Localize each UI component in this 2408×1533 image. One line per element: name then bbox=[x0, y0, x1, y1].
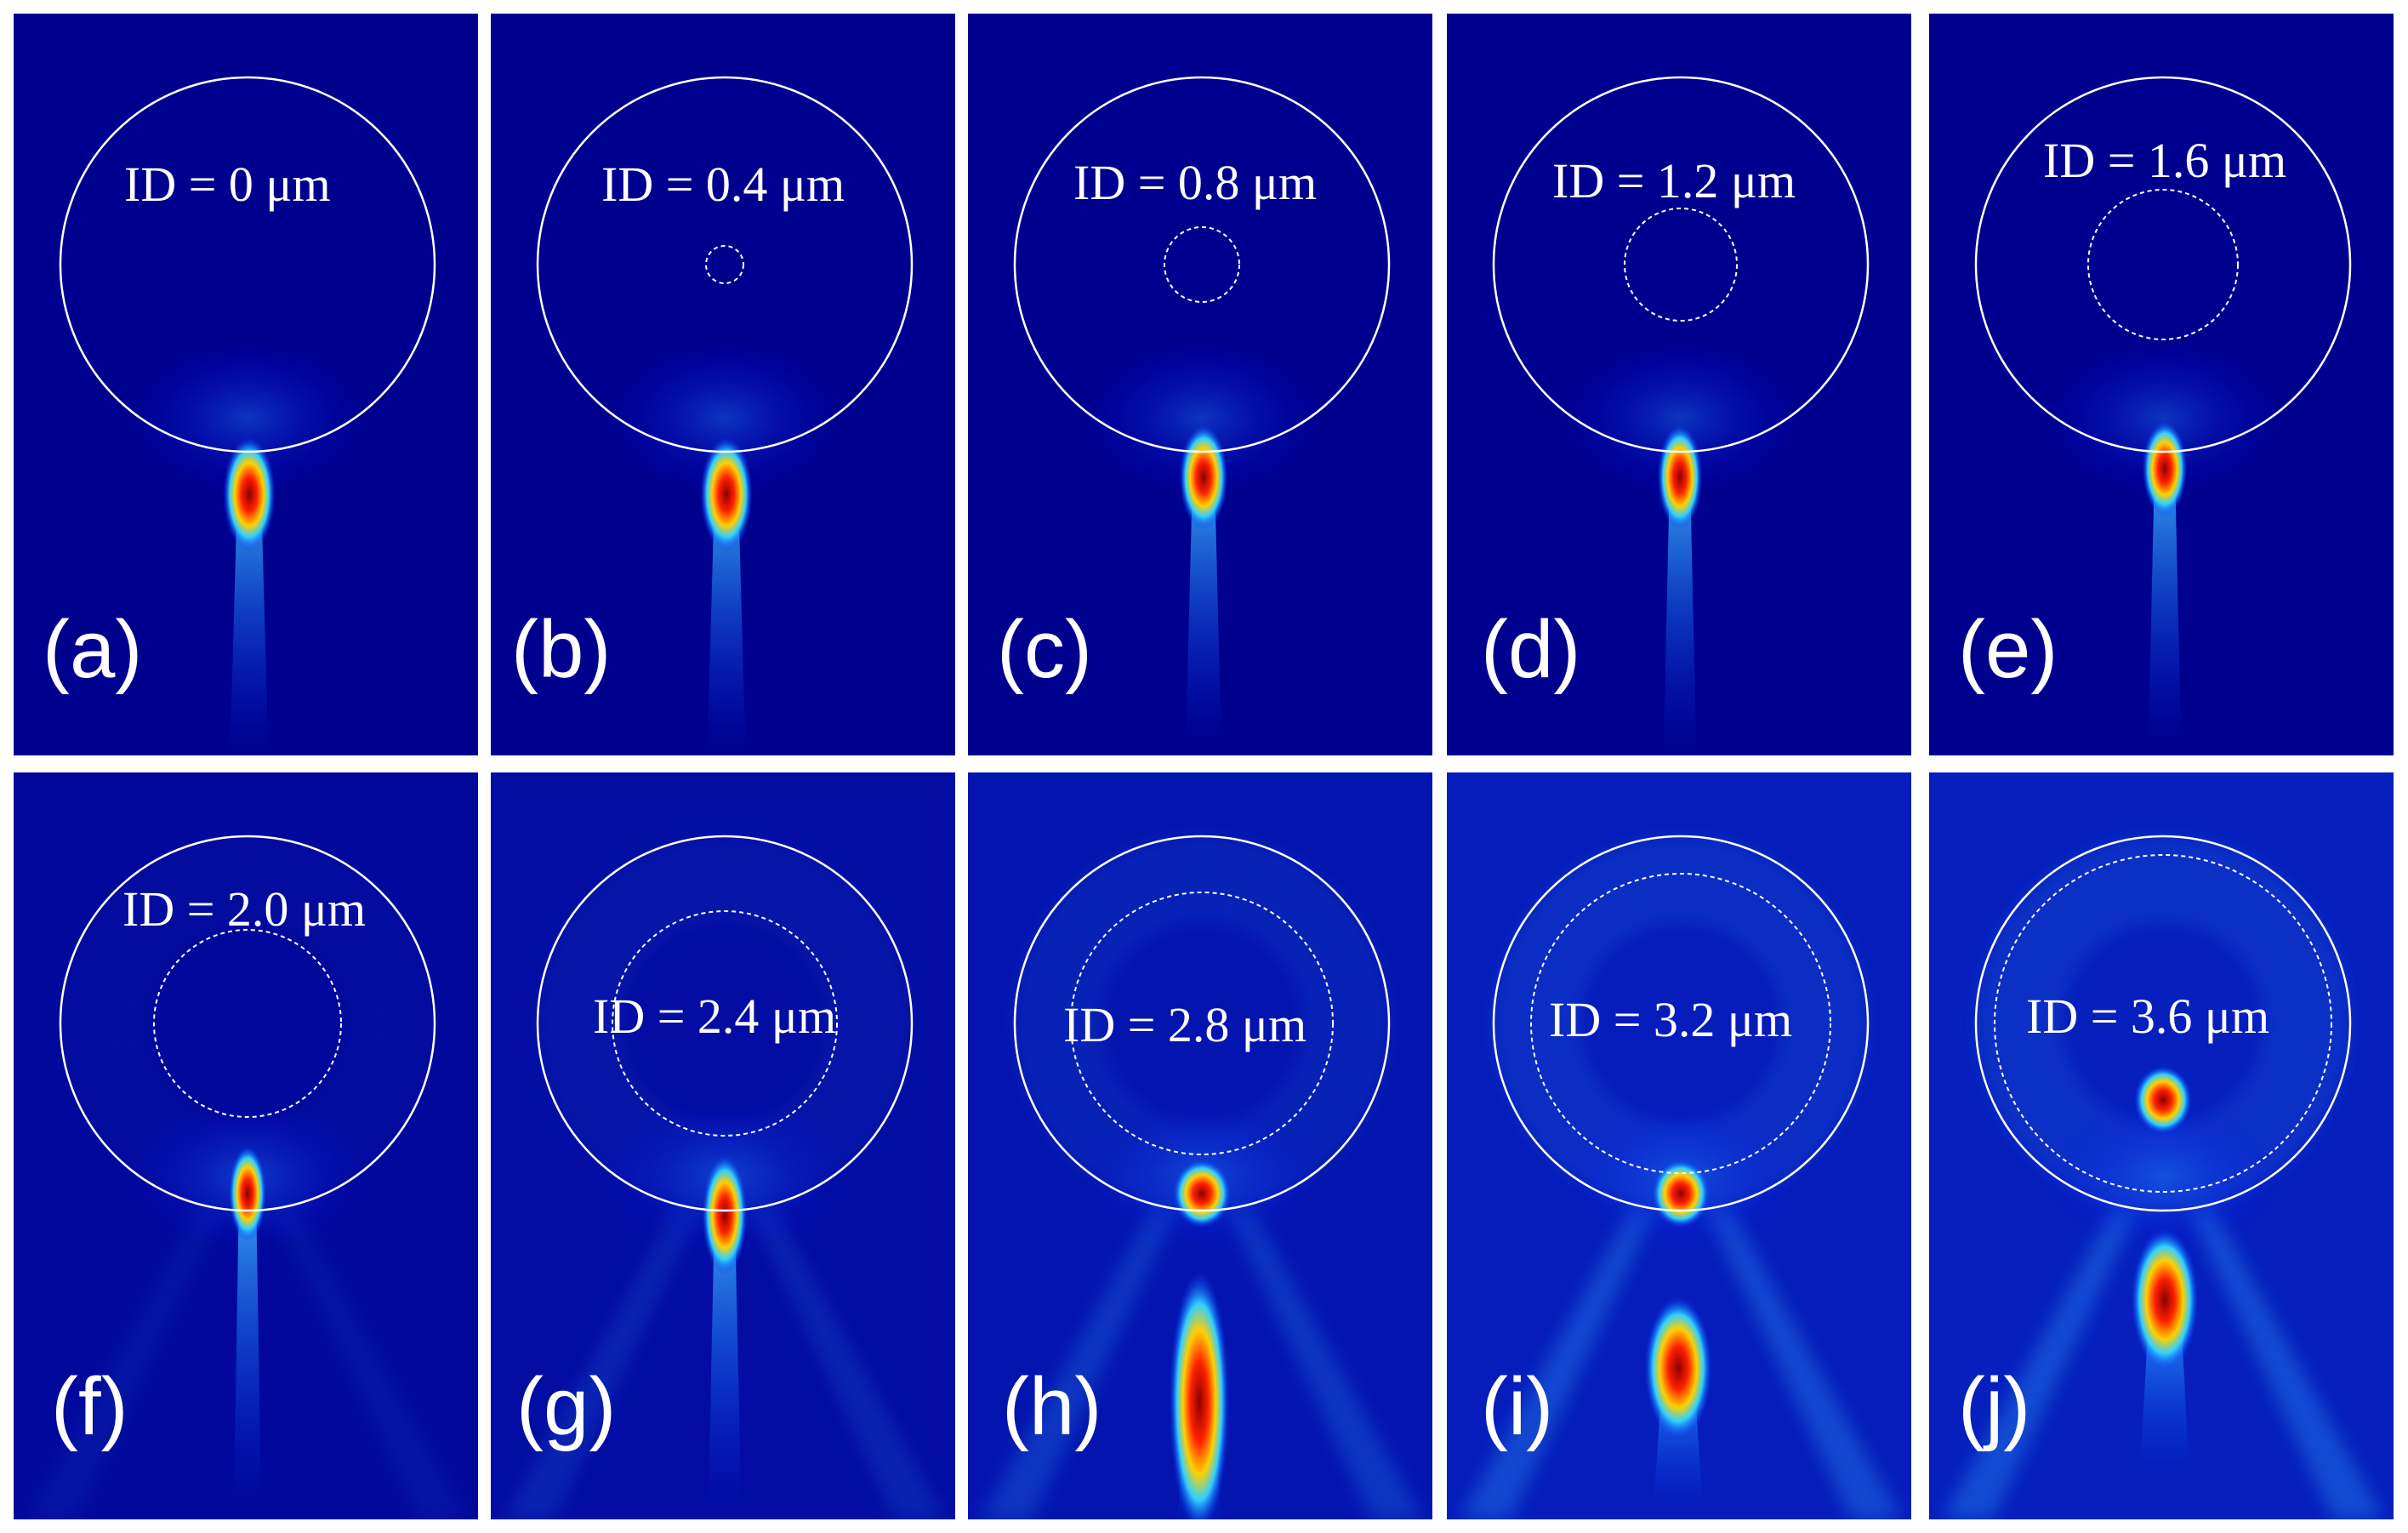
inner-boundary bbox=[2087, 189, 2239, 340]
panel-h: ID = 2.8 μm (h) bbox=[968, 772, 1432, 1519]
panel-letter-d: (d) bbox=[1481, 604, 1581, 695]
field-map-h bbox=[968, 772, 1432, 1519]
focal-spot bbox=[2131, 1228, 2199, 1371]
outer-boundary bbox=[536, 835, 914, 1212]
side-beam bbox=[750, 1211, 946, 1519]
near-field-glow bbox=[128, 341, 367, 494]
panel-e: ID = 1.6 μm (e) bbox=[1929, 14, 2394, 755]
near-field-glow bbox=[2044, 341, 2282, 494]
id-label-h: ID = 2.8 μm bbox=[1063, 997, 1307, 1052]
panel-i: ID = 3.2 μm (i) bbox=[1447, 772, 1911, 1519]
panel-a: ID = 0 μm (a) bbox=[14, 14, 478, 755]
inner-boundary bbox=[1994, 854, 2332, 1193]
side-beam bbox=[1460, 1211, 1655, 1519]
internal-hot-spot bbox=[1652, 1160, 1710, 1228]
outer-boundary bbox=[1492, 76, 1870, 453]
side-beam bbox=[1942, 1211, 2138, 1519]
focus-tail bbox=[230, 494, 269, 749]
panel-letter-a: (a) bbox=[43, 604, 143, 695]
near-field-glow bbox=[2044, 1100, 2282, 1253]
panel-letter-i: (i) bbox=[1481, 1361, 1554, 1452]
inner-boundary bbox=[705, 245, 744, 284]
outer-boundary bbox=[1974, 76, 2352, 453]
panel-c: ID = 0.8 μm (c) bbox=[968, 14, 1432, 755]
outer-boundary bbox=[59, 76, 436, 453]
inner-boundary bbox=[1070, 892, 1334, 1155]
panel-f: ID = 2.0 μm (f) bbox=[14, 772, 478, 1519]
inner-boundary bbox=[612, 910, 838, 1137]
side-beam bbox=[273, 1211, 469, 1519]
outer-boundary bbox=[536, 76, 914, 453]
id-label-e: ID = 1.6 μm bbox=[2043, 133, 2287, 188]
internal-hot-spot bbox=[1173, 1160, 1231, 1228]
field-map-e bbox=[1974, 76, 2352, 741]
focus-tail bbox=[2148, 469, 2182, 741]
focal-spot bbox=[1644, 1296, 1712, 1439]
panel-letter-f: (f) bbox=[51, 1361, 128, 1452]
inner-boundary bbox=[1530, 873, 1831, 1174]
id-label-f: ID = 2.0 μm bbox=[122, 881, 367, 937]
focal-spot bbox=[223, 436, 276, 552]
focal-spot bbox=[1169, 1271, 1230, 1519]
field-map-b bbox=[536, 76, 914, 749]
outer-boundary bbox=[1492, 835, 1870, 1212]
field-map-j bbox=[1929, 772, 2394, 1519]
focal-spot bbox=[702, 1155, 748, 1274]
internal-hot-spot bbox=[2134, 1066, 2192, 1134]
side-beam bbox=[1706, 1211, 1902, 1519]
panel-letter-j: (j) bbox=[1958, 1361, 2031, 1452]
side-beam bbox=[504, 1211, 699, 1519]
panel-j: ID = 3.6 μm (j) bbox=[1929, 772, 2394, 1519]
id-label-i: ID = 3.2 μm bbox=[1549, 992, 1793, 1047]
focal-spot bbox=[1657, 425, 1703, 530]
field-map-g bbox=[491, 772, 955, 1519]
focus-tail bbox=[708, 1215, 742, 1504]
outer-boundary bbox=[1013, 835, 1391, 1212]
focal-spot bbox=[229, 1146, 266, 1241]
panel-letter-h: (h) bbox=[1002, 1361, 1102, 1452]
field-map-a bbox=[59, 76, 436, 749]
inner-boundary bbox=[1164, 226, 1240, 303]
outer-boundary bbox=[1013, 76, 1391, 453]
id-label-g: ID = 2.4 μm bbox=[593, 989, 837, 1044]
panel-d: ID = 1.2 μm (d) bbox=[1447, 14, 1911, 755]
side-beam bbox=[2189, 1211, 2384, 1519]
panel-g: ID = 2.4 μm (g) bbox=[491, 772, 955, 1519]
side-beam bbox=[1227, 1211, 1423, 1519]
id-label-j: ID = 3.6 μm bbox=[2026, 989, 2270, 1044]
outer-boundary bbox=[1974, 835, 2352, 1212]
focal-spot bbox=[1179, 425, 1228, 530]
near-field-glow bbox=[1083, 341, 1321, 494]
inner-boundary bbox=[153, 929, 342, 1118]
near-field-glow bbox=[606, 341, 844, 494]
focus-tail bbox=[1186, 477, 1221, 741]
field-map-i bbox=[1447, 772, 1911, 1519]
inner-boundary bbox=[1624, 208, 1738, 322]
panel-letter-e: (e) bbox=[1958, 604, 2058, 695]
panel-letter-g: (g) bbox=[516, 1361, 617, 1452]
field-map-f bbox=[14, 772, 478, 1519]
panel-letter-c: (c) bbox=[997, 604, 1092, 695]
id-label-c: ID = 0.8 μm bbox=[1073, 155, 1318, 210]
side-beam bbox=[981, 1211, 1176, 1519]
focus-tail bbox=[707, 494, 746, 749]
focus-tail bbox=[1663, 477, 1697, 749]
field-map-d bbox=[1492, 76, 1870, 749]
focal-spot bbox=[700, 436, 753, 552]
id-label-a: ID = 0 μm bbox=[124, 157, 331, 212]
side-beam bbox=[26, 1211, 222, 1519]
id-label-b: ID = 0.4 μm bbox=[601, 157, 845, 212]
panel-letter-b: (b) bbox=[511, 604, 612, 695]
field-map-c bbox=[1013, 76, 1391, 741]
id-label-d: ID = 1.2 μm bbox=[1552, 153, 1796, 208]
near-field-glow bbox=[1562, 341, 1800, 494]
focus-tail bbox=[234, 1194, 261, 1500]
outer-boundary bbox=[59, 835, 436, 1212]
panel-b: ID = 0.4 μm (b) bbox=[491, 14, 955, 755]
focal-spot bbox=[2142, 421, 2188, 516]
